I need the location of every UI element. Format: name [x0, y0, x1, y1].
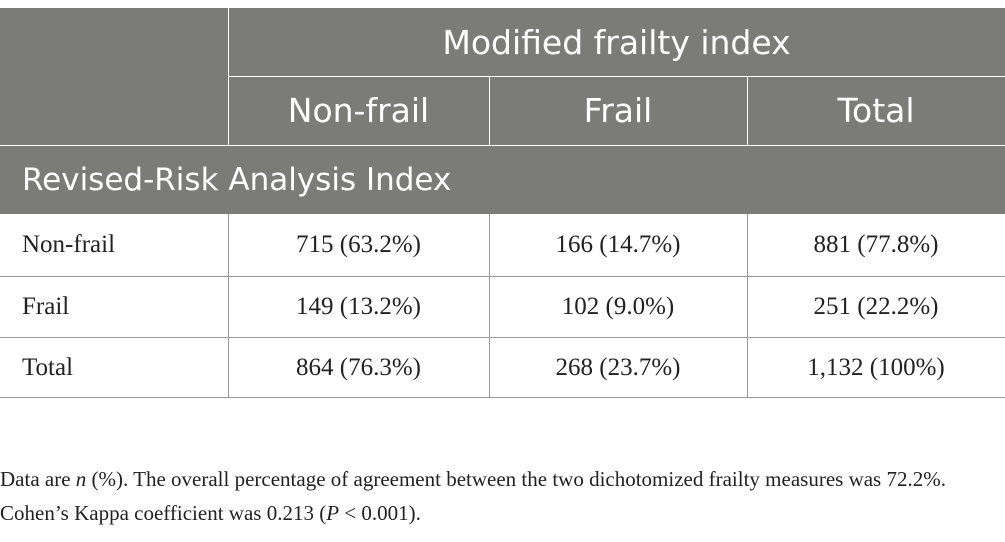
table-cell: 166 (14.7%) [555, 231, 681, 258]
column-header-non-frail: Non-frail [228, 76, 489, 145]
footnote-n-symbol: n [75, 467, 87, 491]
table-cell: 864 (76.3%) [296, 353, 421, 381]
footnote-middle: (%). The overall percentage of agreement… [0, 467, 946, 525]
table-cell: 715 (63.2%) [296, 231, 421, 258]
table-row-label: Total [22, 353, 74, 381]
footnote-prefix: Data are [0, 467, 76, 491]
table-row-label: Non-frail [22, 231, 116, 258]
table-footnote: Data are n (%). The overall percentage o… [0, 462, 1000, 530]
column-header-total: Total [747, 76, 1005, 145]
crosstab-table: Modified frailty index Non-frail Frail T… [0, 8, 1005, 398]
table-cell: 268 (23.7%) [555, 353, 681, 381]
header-corner-cell [0, 8, 228, 145]
table-row-label: Frail [22, 292, 70, 320]
footnote-p-symbol: P [326, 501, 340, 525]
row-group-header: Revised-Risk Analysis Index [0, 145, 1005, 214]
table-cell: 102 (9.0%) [561, 292, 675, 320]
footnote-suffix: < 0.001). [339, 501, 421, 525]
column-header-frail: Frail [489, 76, 747, 145]
table-cell: 1,132 (100%) [807, 353, 945, 381]
table-cell: 881 (77.8%) [813, 231, 939, 258]
column-group-header: Modified frailty index [228, 8, 1005, 76]
table-cell: 149 (13.2%) [296, 292, 421, 320]
table-cell: 251 (22.2%) [813, 292, 939, 320]
